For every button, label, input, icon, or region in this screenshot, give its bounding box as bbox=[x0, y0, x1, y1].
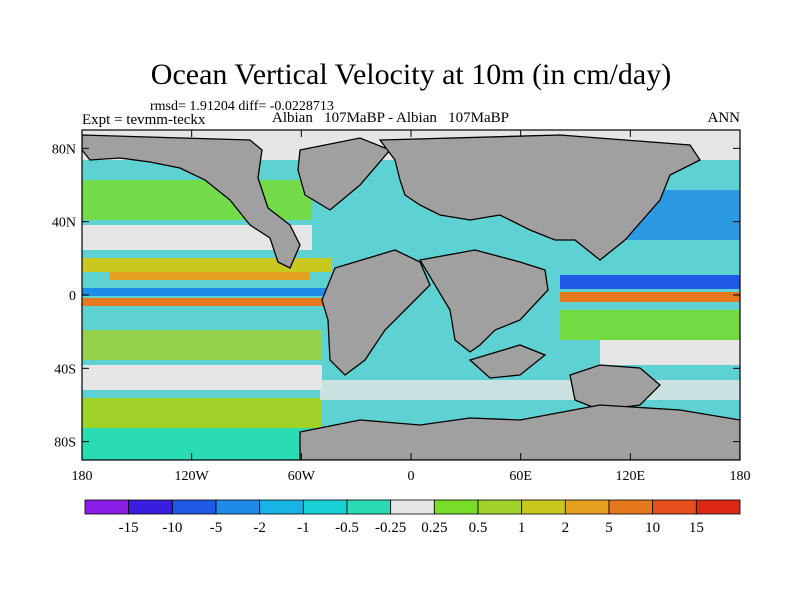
colorbar-swatch bbox=[171, 499, 217, 515]
colorbar-swatch bbox=[346, 499, 392, 515]
map-plot-area bbox=[82, 130, 740, 460]
colorbar: -15 -10 -5 -2 -1 -0.5 -0.25 0.25 0.5 1 2 5 10 15 bbox=[84, 499, 741, 536]
colorbar-swatch bbox=[84, 499, 130, 515]
landmasses bbox=[82, 134, 740, 460]
colorbar-label: 0.5 bbox=[469, 520, 488, 536]
east-orange-band bbox=[560, 292, 740, 302]
australia-landmass bbox=[569, 364, 661, 411]
colorbar-label: -0.5 bbox=[335, 520, 359, 536]
colorbar-swatch bbox=[564, 499, 610, 515]
y-tick-label: 40S bbox=[54, 362, 76, 377]
colorbar-swatch bbox=[215, 499, 261, 515]
x-tick-label: 0 bbox=[408, 469, 415, 484]
nh-orange-band bbox=[110, 272, 310, 280]
colorbar-label: 1 bbox=[518, 520, 526, 536]
colorbar-label: 15 bbox=[689, 520, 704, 536]
x-tick-label: 120W bbox=[175, 469, 210, 484]
nh-yellow-band bbox=[82, 258, 332, 272]
colorbar-swatch bbox=[521, 499, 566, 515]
colorbar-label: -10 bbox=[162, 520, 182, 536]
colorbar-label: 5 bbox=[605, 520, 613, 536]
colorbar-label: -15 bbox=[119, 520, 139, 536]
y-tick-label: 80S bbox=[54, 436, 76, 451]
stats-text: rmsd= 1.91204 diff= -0.0228713 bbox=[150, 99, 334, 114]
sh-yellow-band bbox=[82, 398, 322, 428]
colorbar-label: -1 bbox=[297, 520, 310, 536]
greenland-landmass bbox=[297, 137, 392, 211]
colorbar-label: 0.25 bbox=[421, 520, 447, 536]
eq-blue-band bbox=[82, 288, 332, 296]
colorbar-swatch bbox=[608, 499, 654, 515]
north-america-landmass bbox=[82, 134, 301, 269]
colorbar-swatch bbox=[477, 499, 523, 515]
colorbar-label: -2 bbox=[253, 520, 266, 536]
y-tick-label: 0 bbox=[69, 289, 76, 304]
x-tick-label: 120E bbox=[616, 469, 646, 484]
south-america-landmass bbox=[321, 249, 431, 376]
x-tick-label: 60E bbox=[509, 469, 532, 484]
colorbar-swatch bbox=[652, 499, 697, 515]
colorbar-swatch bbox=[259, 499, 304, 515]
period-label: Albian 107MaBP - Albian 107MaBP bbox=[272, 110, 509, 126]
colorbar-label: 2 bbox=[562, 520, 570, 536]
x-tick-label: 180 bbox=[72, 469, 93, 484]
y-tick-label: 40N bbox=[52, 216, 76, 231]
east-blue-band bbox=[560, 275, 740, 289]
colorbar-label: 10 bbox=[645, 520, 660, 536]
x-tick-label: 60W bbox=[288, 469, 316, 484]
east-white-band bbox=[600, 340, 740, 365]
south-ocean-white bbox=[320, 380, 740, 400]
season-label: ANN bbox=[708, 110, 741, 126]
experiment-label: Expt = tevmm-teckx bbox=[82, 112, 206, 128]
eq-orange-band bbox=[82, 298, 332, 306]
colorbar-label: -0.25 bbox=[375, 520, 406, 536]
east-green-band bbox=[560, 310, 740, 340]
colorbar-swatch bbox=[695, 499, 741, 515]
chart-title: Ocean Vertical Velocity at 10m (in cm/da… bbox=[151, 58, 671, 91]
africa-landmass bbox=[418, 249, 549, 353]
x-tick-label: 180 bbox=[730, 469, 751, 484]
india-landmass bbox=[468, 344, 547, 379]
sh-green-band bbox=[82, 330, 322, 360]
nh-green-band bbox=[82, 180, 312, 220]
eurasia-landmass bbox=[378, 134, 701, 261]
y-axis: 80N 40N 0 40S 80S bbox=[52, 142, 740, 451]
colorbar-swatch bbox=[302, 499, 348, 515]
antarctica-landmass bbox=[299, 404, 740, 460]
colorbar-swatch bbox=[433, 499, 479, 515]
colorbar-swatch bbox=[390, 499, 435, 515]
sh-white-band bbox=[82, 365, 322, 390]
x-axis: 180 120W 60W 0 60E 120E 180 bbox=[72, 130, 751, 484]
colorbar-swatch bbox=[128, 499, 173, 515]
y-tick-label: 80N bbox=[52, 142, 76, 157]
colorbar-label: -5 bbox=[210, 520, 223, 536]
